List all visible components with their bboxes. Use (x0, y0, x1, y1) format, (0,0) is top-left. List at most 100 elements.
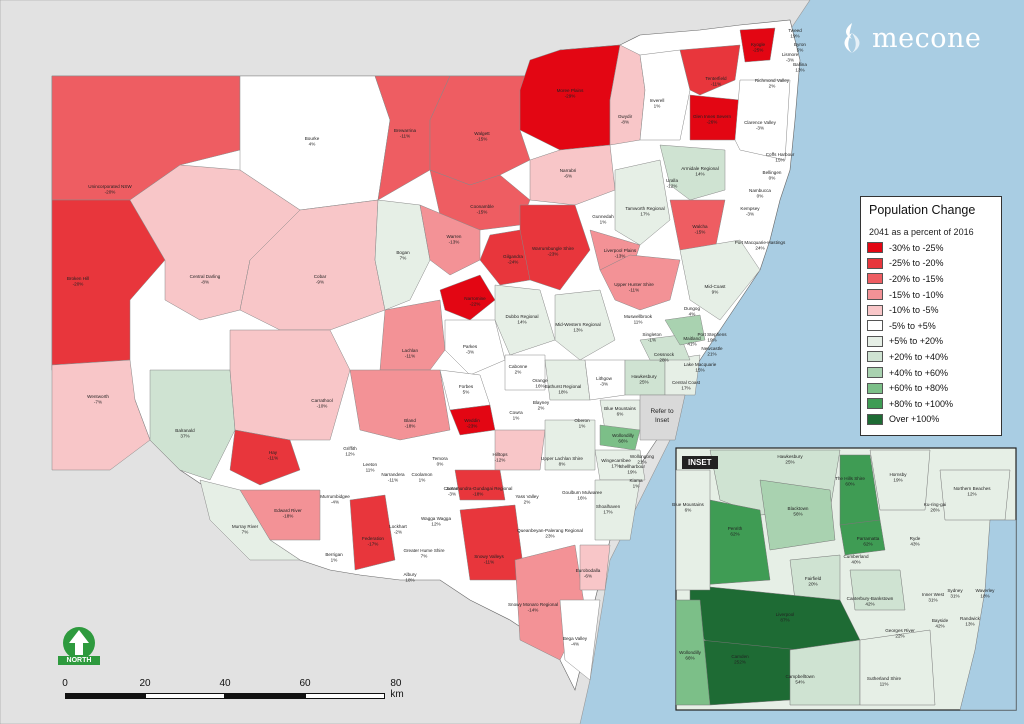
inset-penrith (699, 499, 771, 586)
region-value: -23% (467, 424, 478, 429)
region-name: Georges River (885, 628, 915, 633)
region-value: -15% (477, 137, 488, 142)
lga-snowy-valleys (459, 504, 526, 581)
inset-wollondilly (675, 599, 711, 706)
region-name: Griffith (343, 446, 357, 451)
region-name: Hay (269, 450, 278, 455)
region-value: -25% (753, 48, 764, 53)
lga-cootamundra (454, 469, 506, 501)
lga-kyogle (739, 27, 776, 63)
region-value: -11% (629, 288, 639, 293)
region-name: Walcha (692, 224, 708, 229)
region-value: 17% (640, 212, 649, 217)
legend-rows: -30% to -25% -25% to -20% -20% to -15% -15%… (867, 240, 995, 427)
region-name: Balranald (175, 428, 195, 433)
region-value: -1% (648, 338, 656, 343)
lga-narromine (439, 274, 496, 321)
region-value: 11% (634, 320, 643, 325)
region-value: 19% (707, 338, 716, 343)
region-name: Inner West (922, 592, 945, 597)
lga-federation (349, 494, 396, 571)
region-name: Coonamble (470, 204, 494, 209)
legend-swatch (867, 257, 883, 269)
region-value: -29% (565, 94, 576, 99)
region-value: 7% (421, 554, 428, 559)
region-value: -3% (746, 212, 754, 217)
region-value: -18% (283, 514, 294, 519)
inset-campbelltown (789, 639, 861, 706)
lga-inverell (639, 49, 691, 141)
region-name: Camden (731, 654, 749, 659)
region-name: Warrumbungle Shire (532, 246, 574, 251)
region-value: -10% (317, 404, 328, 409)
region-name: Wollondilly (679, 650, 702, 655)
legend-item: -25% to -20% (867, 256, 995, 272)
region-value: 43% (910, 542, 919, 547)
region-value: 31% (950, 594, 959, 599)
region-value: 41% (687, 342, 696, 347)
region-name: Waverley (976, 588, 996, 593)
legend-item: -30% to -25% (867, 240, 995, 256)
region-name: Kempsey (740, 206, 760, 211)
scale-tick-label: 0 (62, 678, 68, 689)
region-name: Wollondilly (612, 433, 635, 438)
inset-hornsby (869, 449, 931, 511)
region-value: 20% (808, 582, 817, 587)
region-name: Bland (404, 418, 416, 423)
lga-hilltops (494, 429, 546, 471)
region-name: Central Coast (672, 380, 701, 385)
region-value: 16% (577, 496, 586, 501)
region-value: 54% (795, 680, 804, 685)
legend-item: -20% to -15% (867, 271, 995, 287)
region-name: Central Darling (190, 274, 221, 279)
region-name: Sydney (947, 588, 963, 593)
region-value: 2% (524, 500, 531, 505)
region-value: 13% (795, 68, 804, 73)
region-value: -14% (528, 608, 539, 613)
legend-label: -25% to -20% (889, 258, 944, 269)
region-value: -4% (571, 642, 579, 647)
region-value: 0% (757, 194, 764, 199)
region-value: 5% (797, 48, 804, 53)
lga-hay (229, 429, 301, 486)
lga-armidale (659, 144, 726, 201)
region-name: Narrandera (381, 472, 405, 477)
region-value: 1% (419, 478, 426, 483)
lga-upper-lachlan (544, 419, 596, 471)
region-value: -20% (73, 282, 84, 287)
region-name: Cessnock (654, 352, 675, 357)
region-name: Murray River (232, 524, 259, 529)
region-name: Federation (362, 536, 384, 541)
region-name: Blacktown (788, 506, 809, 511)
region-value: 25% (785, 460, 794, 465)
region-name: Forbes (459, 384, 474, 389)
region-name: Berrigan (325, 552, 343, 557)
region-value: 2% (769, 84, 776, 89)
scale-bar: 0 20 40 60 80 km (60, 678, 410, 708)
region-value: 5% (463, 390, 470, 395)
region-name: Orange (532, 378, 548, 383)
inset-parramatta (839, 519, 886, 556)
region-name: Narrabri (560, 168, 577, 173)
lga-gilgandra (479, 229, 531, 286)
legend-label: -15% to -10% (889, 289, 944, 300)
lga-wingecarribee (594, 449, 646, 481)
scale-tick-label: 40 (219, 678, 231, 689)
region-name: Blayney (533, 400, 550, 405)
region-value: -17% (368, 542, 379, 547)
region-name: Kiama (629, 478, 642, 483)
legend-item: +40% to +60% (867, 365, 995, 381)
region-value: 60% (845, 482, 854, 487)
region-name: Uralla (666, 178, 678, 183)
region-value: 17% (681, 386, 690, 391)
legend-subtitle: 2041 as a percent of 2016 (869, 227, 974, 237)
region-value: 1% (654, 104, 661, 109)
region-name: Liverpool (776, 612, 795, 617)
inset-canterbury (849, 569, 906, 611)
lga-murray-river (199, 479, 301, 561)
legend-swatch (867, 304, 883, 316)
region-value: 7% (242, 530, 249, 535)
region-value: 0% (769, 176, 776, 181)
region-value: 2% (538, 406, 545, 411)
inset-ocean (959, 519, 1017, 711)
